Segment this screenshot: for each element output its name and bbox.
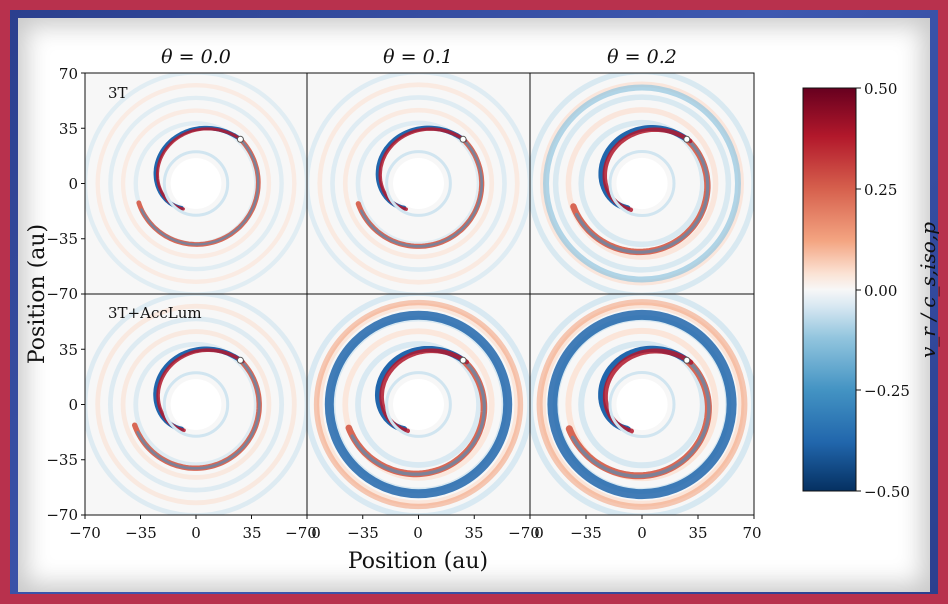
density-ring <box>316 302 521 507</box>
x-tick-label: 0 <box>311 524 321 542</box>
x-tick-labels-col0: −70 −35 0 35 −70 <box>69 524 317 542</box>
column-title-0: θ = 0.0 <box>161 46 231 68</box>
y-tick-label: −70 <box>46 285 78 303</box>
inner-edge <box>608 371 676 438</box>
row-label-bottom: 3T+AccLum <box>108 304 202 322</box>
density-ring <box>565 107 719 260</box>
y-tick-label: 35 <box>59 120 78 138</box>
inner-edge <box>162 150 230 217</box>
x-tick-label: −70 <box>508 524 540 542</box>
column-title-2: θ = 0.2 <box>607 46 677 68</box>
planet-marker <box>236 135 244 143</box>
panel-1-2 <box>530 294 754 515</box>
spiral-arm-outer-shadow <box>570 353 711 478</box>
y-tick-label: −35 <box>46 451 78 469</box>
y-tick-label: 0 <box>68 396 78 414</box>
inner-hole <box>393 158 444 209</box>
colorbar-tick-label: 0.00 <box>864 282 897 300</box>
density-ring <box>552 94 732 273</box>
colorbar-tick-label: −0.50 <box>864 483 910 501</box>
x-tick-labels-col1: 0 −35 0 35 −70 <box>311 524 540 542</box>
colorbar-tick-label: 0.25 <box>864 181 897 199</box>
y-tick-label: −70 <box>46 506 78 524</box>
panel-1-1 <box>307 294 530 515</box>
colorbar-tick-label: 0.50 <box>864 80 897 98</box>
x-tick-label: −70 <box>69 524 101 542</box>
density-ring <box>355 341 482 468</box>
spiral-arm-outer-shadow <box>136 353 261 470</box>
y-tick-label: 35 <box>59 341 78 359</box>
density-ring <box>330 95 507 272</box>
density-ring <box>107 316 285 493</box>
inner-hole <box>393 379 444 430</box>
density-ring <box>108 95 284 272</box>
density-ring <box>317 82 520 285</box>
planet-marker <box>683 356 691 364</box>
inner-hole <box>170 379 222 430</box>
inner-edge <box>608 150 676 217</box>
inner-hole <box>616 378 668 431</box>
x-tick-label: −35 <box>570 524 602 542</box>
inner-edge <box>162 371 230 438</box>
x-tick-label: 0 <box>413 524 423 542</box>
density-ring <box>540 81 744 286</box>
x-tick-label: 0 <box>534 524 544 542</box>
panel-0-2 <box>530 73 754 294</box>
x-tick-label: 0 <box>191 524 201 542</box>
y-tick-label: 0 <box>68 175 78 193</box>
planet-marker <box>459 356 467 364</box>
x-tick-labels-col2: 0 −35 0 35 70 <box>534 524 761 542</box>
outer-band-red <box>536 299 748 510</box>
y-tick-label: 70 <box>59 65 78 83</box>
colorbar-label: v_r / c_s,iso,p <box>916 222 940 358</box>
panel-0-0 <box>85 73 307 294</box>
y-tick-label: −35 <box>46 230 78 248</box>
inner-hole <box>616 157 668 210</box>
x-tick-label: 35 <box>688 524 707 542</box>
outer-band-red <box>313 299 524 510</box>
density-ring <box>120 108 272 259</box>
x-tick-label: −70 <box>285 524 317 542</box>
column-title-1: θ = 0.1 <box>383 46 453 68</box>
colorbar-ticks <box>856 87 861 492</box>
density-ring <box>133 341 259 468</box>
spiral-arm-outer-shadow <box>350 353 486 476</box>
panel-grid <box>81 72 755 519</box>
outer-band-blue <box>324 310 513 499</box>
density-ring <box>342 107 495 260</box>
outer-band-blue <box>547 309 737 500</box>
density-ring <box>95 83 297 284</box>
planet-marker <box>683 135 691 143</box>
row-label-top: 3T <box>108 84 128 102</box>
x-tick-label: 35 <box>242 524 261 542</box>
density-ring <box>578 119 706 248</box>
density-ring <box>95 303 297 506</box>
colorbar <box>802 87 857 492</box>
panel-1-0 <box>85 294 307 515</box>
x-tick-label: −35 <box>347 524 379 542</box>
x-tick-label: 70 <box>742 524 761 542</box>
inner-edge <box>385 150 452 217</box>
x-tick-label: 35 <box>464 524 483 542</box>
colorbar-tick-label: −0.25 <box>864 382 910 400</box>
x-axis-label: Position (au) <box>348 549 488 574</box>
spiral-arm-outer-shadow <box>359 133 483 248</box>
x-tick-label: −35 <box>125 524 157 542</box>
x-tick-label: 0 <box>637 524 647 542</box>
y-axis-label: Position (au) <box>25 224 50 364</box>
density-ring <box>578 340 706 469</box>
density-ring <box>539 302 745 507</box>
inner-edge <box>385 371 452 438</box>
density-ring <box>342 328 495 481</box>
inner-hole <box>170 158 222 209</box>
density-ring <box>120 329 272 480</box>
spiral-arm-outer-shadow <box>140 133 260 246</box>
planet-marker <box>236 356 244 364</box>
panel-0-1 <box>307 73 530 294</box>
planet-marker <box>459 135 467 143</box>
spiral-arm-outer-shadow <box>575 132 710 254</box>
outer-band-blue <box>543 84 741 283</box>
